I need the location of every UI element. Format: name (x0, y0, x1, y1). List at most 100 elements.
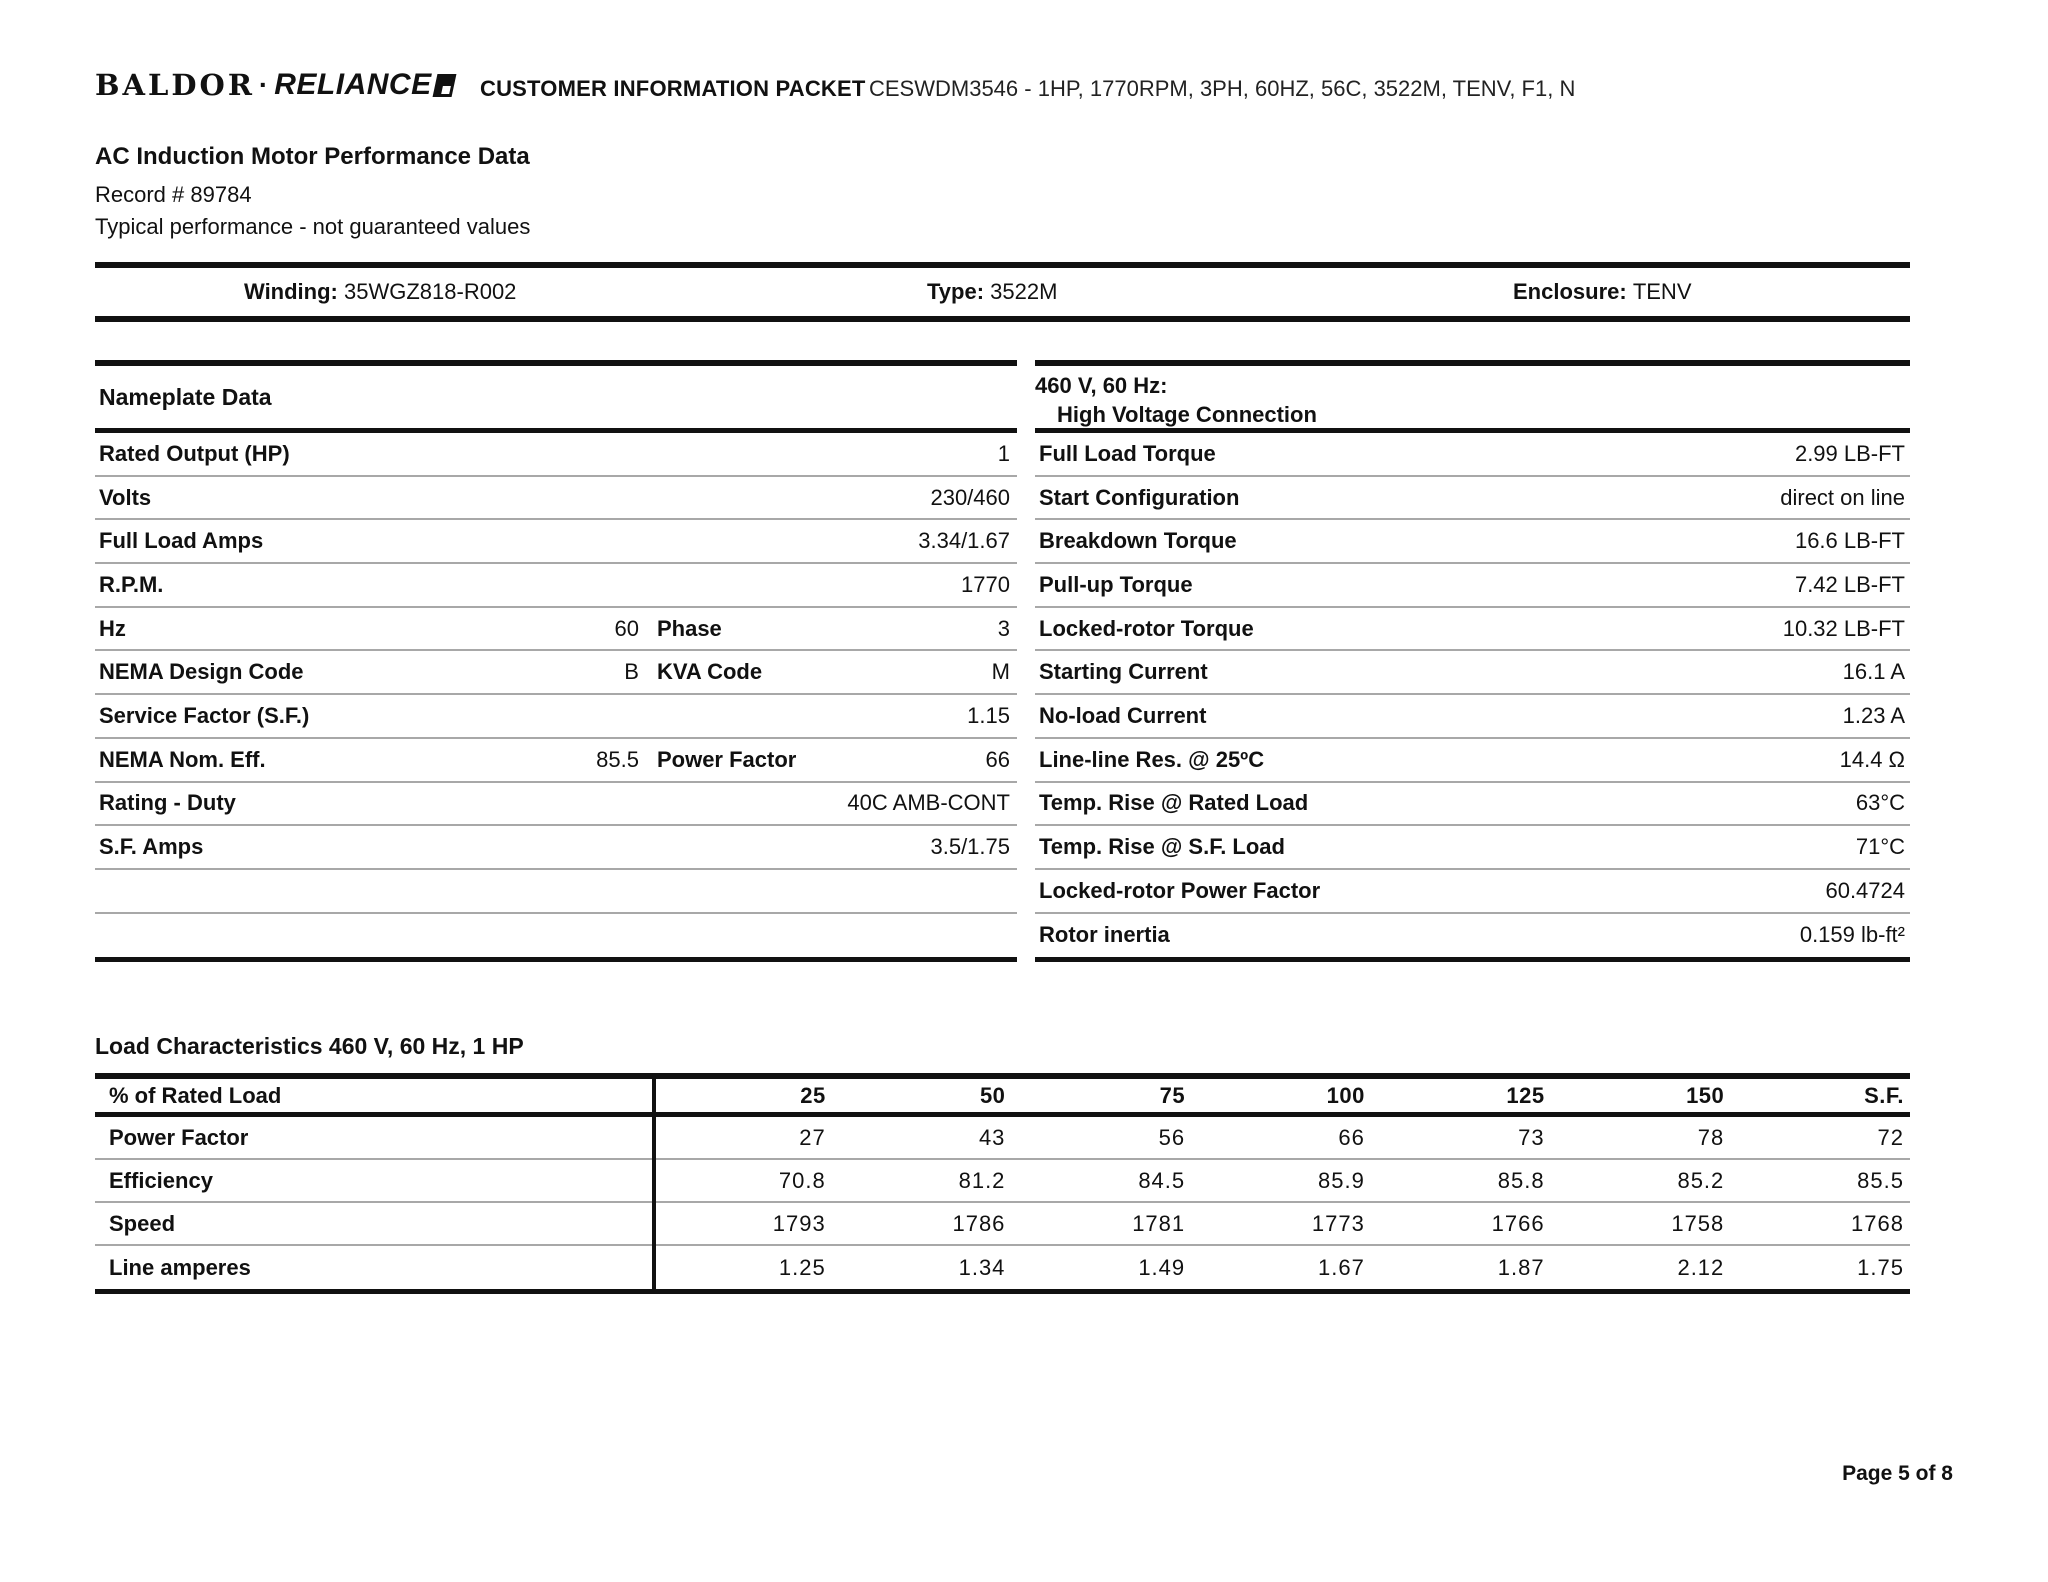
table-row: Hz 60 Phase 3 (95, 608, 1017, 652)
row-value: 16.6 LB-FT (1794, 528, 1905, 554)
hv-header-line2: High Voltage Connection (1057, 402, 1317, 427)
cell-value: 1793 (772, 1210, 826, 1236)
nameplate-data-table: Nameplate Data Rated Output (HP) 1 Volts 2… (95, 360, 1017, 963)
row-label: Efficiency (109, 1167, 213, 1193)
row-value: 7.42 LB-FT (1794, 571, 1905, 597)
enclosure-value: TENV (1632, 279, 1692, 304)
cell-value: 1758 (1671, 1210, 1725, 1236)
baldor-reliance-logo: BALDOR · RELIANCE (95, 68, 457, 102)
row-value: 1770 (961, 571, 1010, 597)
row-value: 66 (985, 746, 1010, 772)
table-column-divider (652, 1079, 656, 1294)
row-label: Breakdown Torque (1039, 528, 1237, 554)
row-value: 1 (997, 440, 1010, 466)
row-label: Start Configuration (1039, 484, 1240, 510)
table-row: Starting Current 16.1 A (1035, 651, 1910, 696)
row-mid-value: B (624, 659, 639, 685)
cell-value: 1781 (1132, 1210, 1186, 1236)
row-value: 1.15 (967, 702, 1010, 728)
hv-table-header: 460 V, 60 Hz: High Voltage Connection (1035, 366, 1910, 433)
cell-value: 70.8 (778, 1167, 826, 1193)
row-label-2: Power Factor (656, 746, 797, 772)
row-label: Starting Current (1039, 659, 1208, 685)
table-row: Volts 230/460 (95, 477, 1017, 521)
winding-label: Winding: (244, 279, 344, 304)
row-label: Hz (99, 615, 126, 641)
row-value: 2.99 LB-FT (1794, 440, 1905, 466)
high-voltage-connection-table: 460 V, 60 Hz: High Voltage Connection Fu… (1035, 360, 1910, 963)
cell-value: 56 (1158, 1124, 1186, 1150)
table-row: Efficiency 70.8 81.2 84.5 85.9 85.8 85.2… (95, 1160, 1910, 1203)
table-row: Locked-rotor Torque 10.32 LB-FT (1035, 608, 1910, 652)
table-row: Temp. Rise @ Rated Load 63°C (1035, 783, 1910, 827)
table-row: Power Factor 27 43 56 66 73 78 72 (95, 1117, 1910, 1160)
cell-value: 73 (1518, 1124, 1545, 1150)
column-header: % of Rated Load (109, 1082, 282, 1108)
cell-value: 1.67 (1318, 1254, 1365, 1280)
column-header: S.F. (1864, 1082, 1904, 1108)
enclosure-field: Enclosure: TENV (1513, 279, 1692, 305)
cell-value: 85.8 (1497, 1167, 1545, 1193)
table-row: S.F. Amps 3.5/1.75 (95, 826, 1017, 870)
row-value: 60.4724 (1825, 877, 1905, 903)
row-label: Pull-up Torque (1039, 571, 1193, 597)
cell-value: 78 (1697, 1124, 1725, 1150)
row-value: M (991, 659, 1010, 685)
row-label: Temp. Rise @ Rated Load (1039, 790, 1309, 816)
table-row: NEMA Design Code B KVA Code M (95, 651, 1017, 696)
cell-value: 81.2 (958, 1167, 1006, 1193)
load-characteristics-table: % of Rated Load 25 50 75 100 125 150 S.F… (95, 1073, 1910, 1294)
row-label: Speed (109, 1210, 176, 1236)
row-value: direct on line (1780, 484, 1905, 510)
row-value: 63°C (1855, 790, 1905, 816)
logo-reliance-text: RELIANCE (274, 68, 432, 101)
nameplate-table-header: Nameplate Data (95, 366, 1017, 433)
table-row-empty (95, 914, 1017, 958)
logo-dot-separator: · (258, 69, 269, 100)
row-label: Locked-rotor Power Factor (1039, 877, 1321, 903)
row-mid-value: 60 (614, 615, 639, 641)
type-value: 3522M (990, 279, 1058, 304)
cell-value: 43 (978, 1124, 1006, 1150)
row-label: NEMA Nom. Eff. (99, 746, 266, 772)
table-row-empty (95, 870, 1017, 914)
table-row: R.P.M. 1770 (95, 564, 1017, 608)
table-row: Full Load Amps 3.34/1.67 (95, 520, 1017, 565)
row-label: Rated Output (HP) (99, 440, 290, 466)
row-label: Full Load Torque (1039, 440, 1216, 466)
table-row: Temp. Rise @ S.F. Load 71°C (1035, 826, 1910, 870)
row-label: Rotor inertia (1039, 922, 1170, 948)
row-value: 3.34/1.67 (918, 528, 1010, 554)
row-value: 0.159 lb-ft² (1799, 922, 1905, 948)
row-label: R.P.M. (99, 571, 164, 597)
column-header: 125 (1506, 1082, 1545, 1108)
cell-value: 85.5 (1857, 1167, 1904, 1193)
column-header: 75 (1159, 1082, 1186, 1108)
row-value: 16.1 A (1842, 659, 1905, 685)
table-row: Line amperes 1.25 1.34 1.49 1.67 1.87 2.… (95, 1246, 1910, 1289)
row-label: Service Factor (S.F.) (99, 702, 310, 728)
row-value: 1.23 A (1842, 702, 1905, 728)
cell-value: 85.9 (1318, 1167, 1365, 1193)
column-header: 100 (1326, 1082, 1365, 1108)
disclaimer-note: Typical performance - not guaranteed val… (95, 214, 531, 239)
table-row: Rotor inertia 0.159 lb-ft² (1035, 914, 1910, 958)
logo-flag-icon (432, 73, 457, 97)
winding-type-enclosure-bar: Winding: 35WGZ818-R002 Type: 3522M Enclo… (95, 262, 1910, 322)
table-row: Service Factor (S.F.) 1.15 (95, 695, 1017, 739)
logo-baldor-text: BALDOR (95, 68, 255, 102)
cell-value: 1773 (1311, 1210, 1365, 1236)
cell-value: 72 (1877, 1124, 1904, 1150)
row-value: 10.32 LB-FT (1782, 615, 1905, 641)
row-label: Rating - Duty (99, 790, 236, 816)
row-mid-value: 85.5 (596, 746, 639, 772)
table-row: Full Load Torque 2.99 LB-FT (1035, 433, 1910, 477)
row-label: Power Factor (109, 1124, 249, 1150)
record-number: Record # 89784 (95, 182, 252, 207)
cell-value: 1.75 (1857, 1254, 1904, 1280)
load-table-header-row: % of Rated Load 25 50 75 100 125 150 S.F… (95, 1079, 1910, 1117)
cell-value: 84.5 (1138, 1167, 1186, 1193)
row-value: 14.4 Ω (1839, 746, 1905, 772)
page-title: AC Induction Motor Performance Data (95, 143, 530, 170)
